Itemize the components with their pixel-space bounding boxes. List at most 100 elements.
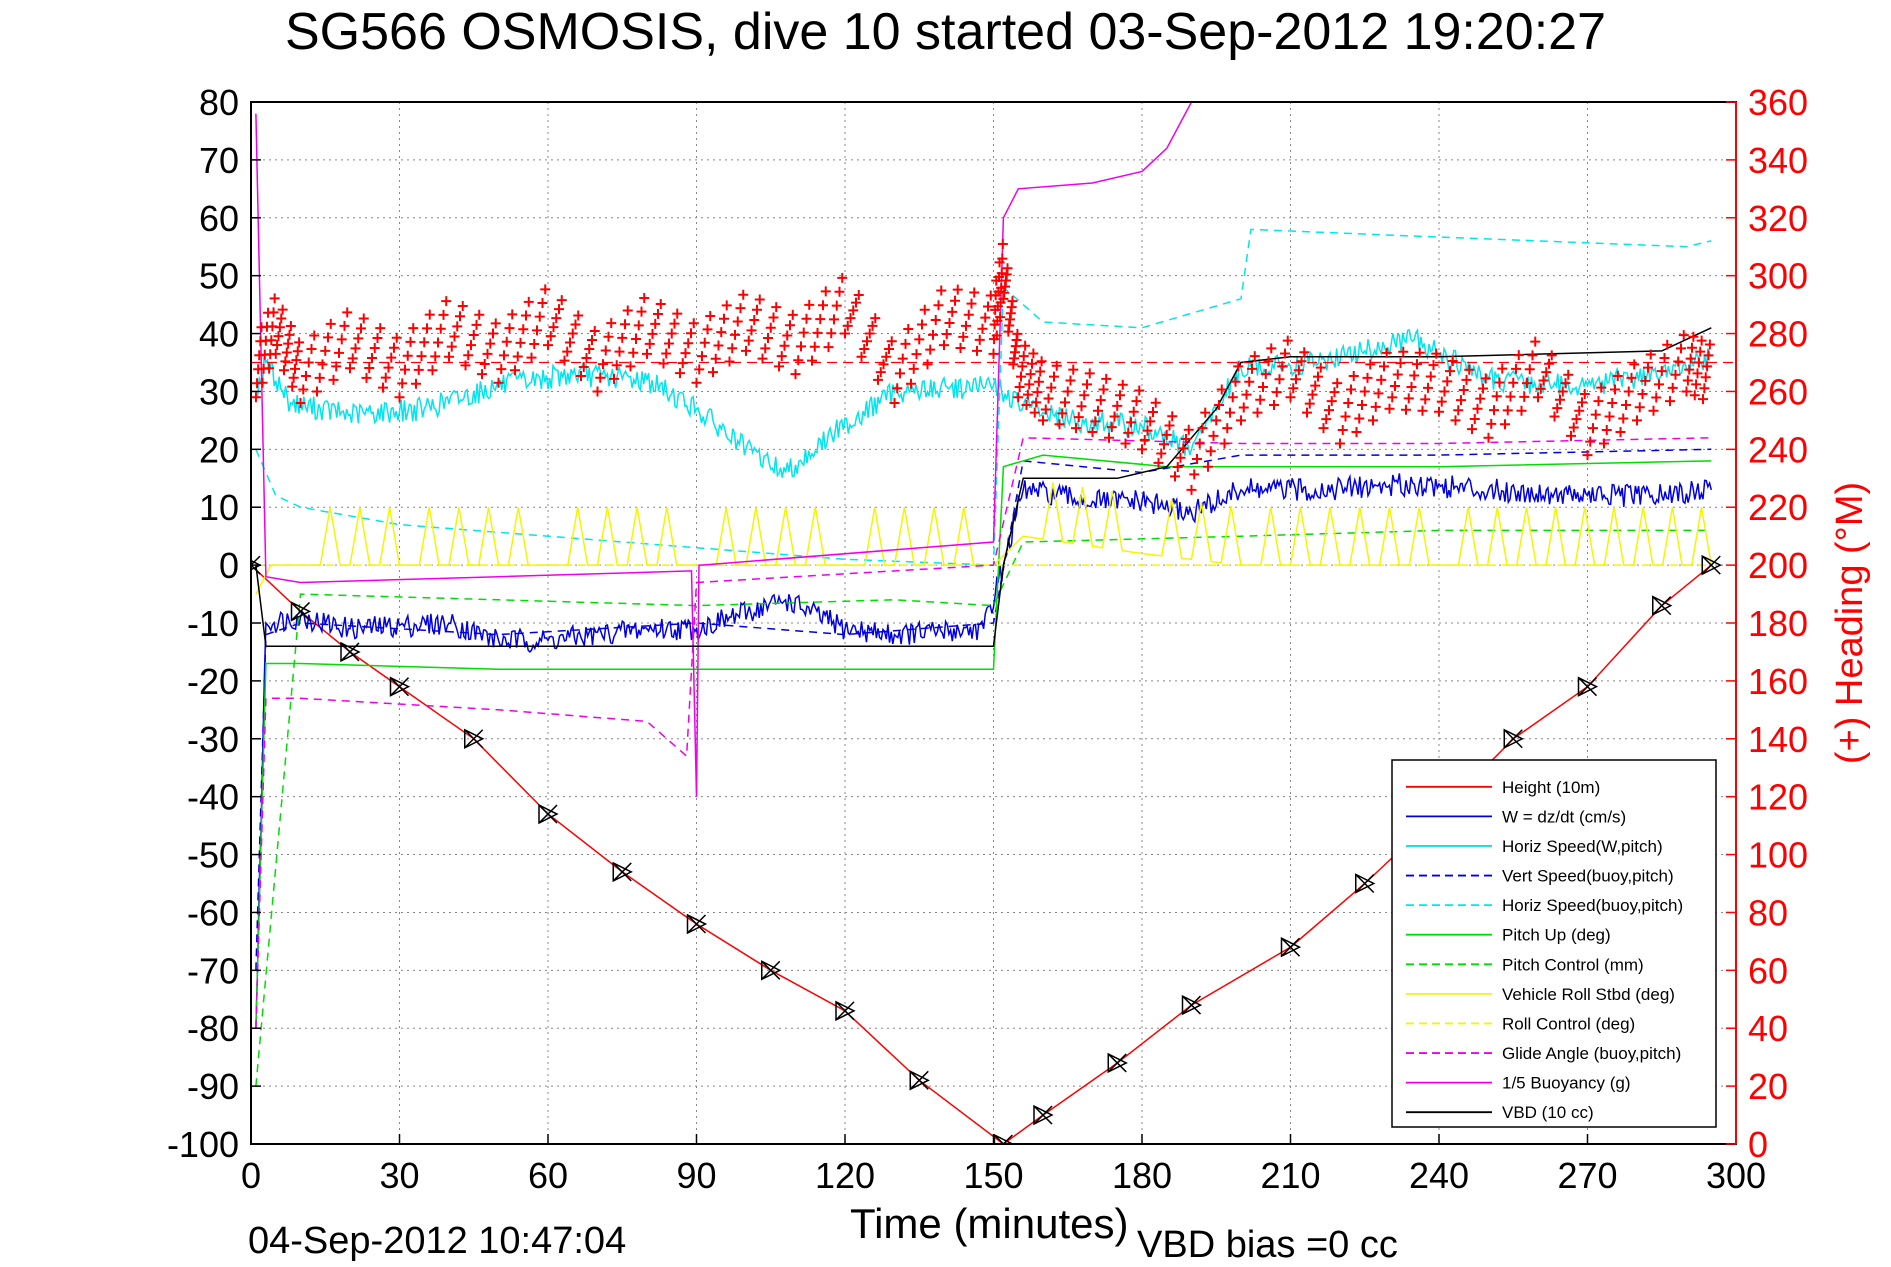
heading-marker <box>562 346 573 357</box>
heading-marker <box>669 318 680 329</box>
heading-marker <box>856 351 867 362</box>
heading-marker <box>276 313 287 324</box>
y-left-tick-label: -50 <box>187 835 239 876</box>
heading-marker <box>944 317 955 328</box>
heading-marker <box>1681 386 1692 397</box>
y-left-tick-label: 80 <box>199 82 239 123</box>
heading-marker <box>1626 372 1637 383</box>
heading-marker <box>922 359 933 370</box>
heading-marker <box>947 306 958 317</box>
heading-marker <box>1247 363 1257 374</box>
heading-marker <box>394 392 405 403</box>
heading-marker <box>287 381 298 392</box>
y-left-tick-label: 30 <box>199 371 239 412</box>
heading-marker <box>1379 361 1389 372</box>
heading-marker <box>1219 438 1230 449</box>
heading-marker <box>1033 376 1044 387</box>
heading-marker <box>1263 356 1274 367</box>
heading-marker <box>1164 420 1175 431</box>
y-right-tick-label: 140 <box>1748 719 1808 760</box>
heading-marker <box>1478 383 1488 394</box>
heading-marker <box>675 368 685 379</box>
heading-marker <box>1480 373 1491 384</box>
heading-marker <box>1412 359 1422 370</box>
heading-marker <box>1148 407 1158 418</box>
series-line <box>255 327 1712 647</box>
heading-marker <box>848 305 859 316</box>
heading-marker <box>1511 363 1521 374</box>
heading-marker <box>1335 438 1345 449</box>
heading-marker <box>1060 397 1070 408</box>
heading-marker <box>1134 385 1145 396</box>
heading-marker <box>1046 382 1057 393</box>
heading-marker <box>1398 346 1409 357</box>
heading-marker <box>283 338 294 349</box>
heading-marker <box>1464 364 1475 375</box>
heading-marker <box>1445 366 1455 377</box>
heading-marker <box>699 337 710 348</box>
y-left-tick-label: 40 <box>199 314 239 355</box>
heading-marker <box>507 309 518 320</box>
x-tick-label: 30 <box>379 1155 419 1196</box>
heading-marker <box>1467 424 1477 435</box>
heading-marker <box>1670 369 1681 380</box>
heading-marker <box>294 337 305 348</box>
heading-marker <box>1049 371 1059 382</box>
heading-marker <box>625 361 636 372</box>
heading-marker <box>444 351 454 362</box>
heading-marker <box>375 323 386 334</box>
y-right-tick-label: 160 <box>1748 661 1808 702</box>
heading-marker <box>306 343 317 354</box>
height-marker <box>1181 994 1203 1016</box>
heading-marker <box>631 334 641 345</box>
heading-marker <box>730 329 740 340</box>
heading-marker <box>713 340 724 351</box>
y-right-tick-label: 180 <box>1748 603 1808 644</box>
heading-marker <box>768 312 779 323</box>
heading-marker <box>463 350 474 361</box>
series-line <box>255 327 1712 478</box>
heading-marker <box>336 334 347 345</box>
heading-marker <box>314 372 325 383</box>
height-marker <box>1355 873 1376 894</box>
heading-marker <box>1687 342 1697 353</box>
y-left-tick-label: -10 <box>187 603 239 644</box>
height-marker <box>993 1133 1015 1144</box>
heading-marker <box>815 314 826 325</box>
heading-marker <box>930 315 941 326</box>
y-right-tick-label: 280 <box>1748 314 1808 355</box>
heading-marker <box>1596 382 1607 393</box>
heading-marker <box>1227 392 1238 403</box>
heading-marker <box>1208 430 1219 441</box>
heading-marker <box>430 351 441 362</box>
height-marker <box>464 728 485 749</box>
heading-marker <box>1491 391 1502 402</box>
heading-marker <box>378 382 388 393</box>
heading-marker <box>1522 378 1532 389</box>
heading-marker <box>738 289 749 300</box>
heading-marker <box>886 336 897 347</box>
heading-marker <box>653 308 663 319</box>
heading-marker <box>446 341 457 352</box>
heading-marker <box>1695 346 1706 357</box>
heading-marker <box>1659 352 1670 363</box>
heading-marker <box>864 328 875 339</box>
heading-marker <box>1527 350 1538 361</box>
heading-marker <box>1040 404 1051 415</box>
heading-marker <box>468 330 479 341</box>
heading-marker <box>622 305 633 316</box>
y-right-tick-label: 300 <box>1748 256 1808 297</box>
heading-marker <box>1071 423 1081 434</box>
heading-marker <box>1022 389 1033 400</box>
series-line <box>255 473 1713 1029</box>
heading-marker <box>274 322 285 333</box>
heading-marker <box>510 365 520 376</box>
heading-marker <box>961 320 971 331</box>
heading-marker <box>859 343 870 354</box>
y-left-tick-label: -100 <box>167 1124 239 1165</box>
heading-marker <box>1414 347 1425 358</box>
heading-marker <box>1607 398 1618 409</box>
heading-marker <box>1544 358 1554 369</box>
heading-marker <box>1205 446 1216 457</box>
heading-marker <box>1461 374 1472 385</box>
